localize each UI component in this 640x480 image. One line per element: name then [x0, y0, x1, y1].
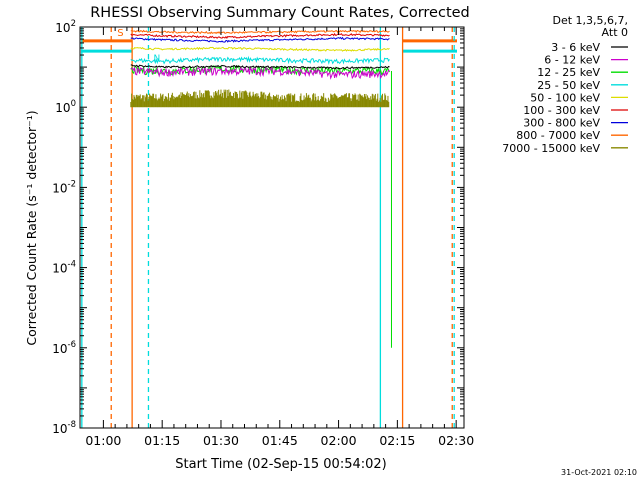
series-4: [130, 46, 390, 52]
x-tick-label: 01:00: [85, 433, 121, 448]
y-tick-label: 10-6: [52, 340, 76, 356]
legend-label: 50 - 100 keV: [530, 91, 600, 104]
x-axis-label: Start Time (02-Sep-15 00:54:02): [175, 457, 386, 472]
y-axis-label: Corrected Count Rate (s⁻¹ detector⁻¹): [24, 110, 39, 345]
y-axis-ticks: 10-8 10-6 10-4 10-2 100 102: [52, 19, 464, 436]
x-tick-label: 02:00: [321, 433, 357, 448]
series-8: [130, 89, 390, 108]
legend-label: 12 - 25 keV: [537, 66, 600, 79]
y-tick-label: 100: [55, 99, 76, 115]
x-tick-label: 01:30: [203, 433, 239, 448]
chart-title: RHESSI Observing Summary Count Rates, Co…: [90, 5, 470, 21]
series-1: [130, 66, 390, 80]
legend-label: 800 - 7000 keV: [516, 129, 600, 142]
legend-label: 300 - 800 keV: [523, 117, 600, 130]
flag-marker-n: N: [153, 54, 160, 64]
y-tick-label: 10-4: [52, 260, 76, 276]
x-tick-label: 02:15: [379, 433, 415, 448]
legend-label: 100 - 300 keV: [523, 104, 600, 117]
y-tick-label: 102: [55, 19, 76, 35]
series-7: [130, 29, 390, 35]
x-axis-ticks: 01:00 01:15 01:30 01:45 02:00 02:15 02:30: [85, 27, 474, 448]
x-tick-label: 01:15: [144, 433, 180, 448]
flag-marker-s: S: [117, 28, 123, 39]
legend-header: Det 1,3,5,6,7,: [552, 14, 628, 27]
y-tick-label: 10-2: [52, 179, 76, 195]
series-3: [130, 55, 390, 65]
legend-header: Att 0: [602, 26, 628, 39]
legend-label: 7000 - 15000 keV: [502, 142, 600, 155]
series-0: [130, 64, 390, 70]
x-tick-label: 02:30: [438, 433, 474, 448]
series-2: [130, 64, 390, 77]
legend-label: 25 - 50 keV: [537, 79, 600, 92]
x-tick-label: 01:45: [262, 433, 298, 448]
plot-area: SN: [81, 27, 457, 428]
y-tick-label: 10-8: [52, 420, 76, 436]
legend-label: 6 - 12 keV: [544, 54, 600, 67]
series-6: [130, 36, 390, 43]
footer-timestamp: 31-Oct-2021 02:10: [561, 468, 637, 477]
series-5: [130, 32, 390, 40]
legend-label: 3 - 6 keV: [551, 41, 600, 54]
